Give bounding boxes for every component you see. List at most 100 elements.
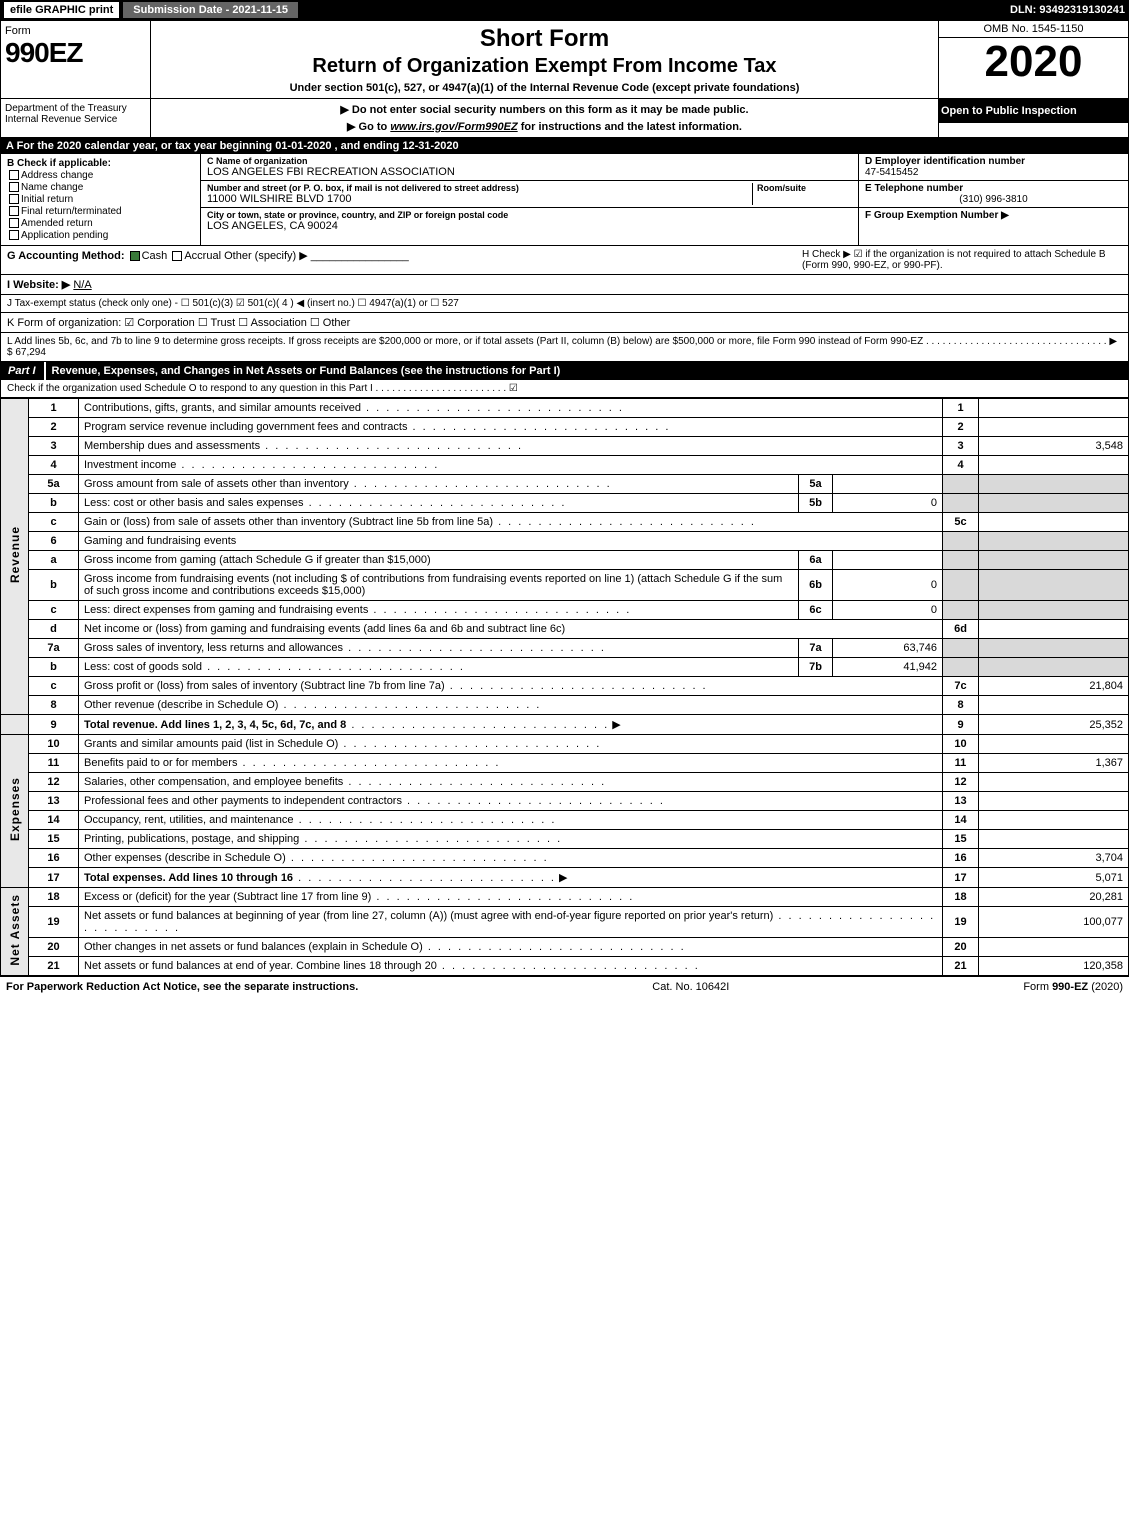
l4-text: Investment income [84,459,439,471]
opt-final: Final return/terminated [21,206,122,217]
check-final[interactable] [9,206,19,216]
l16-num: 16 [29,849,79,868]
l6c-shade1 [943,601,979,620]
l21-idx: 21 [943,957,979,976]
l7b-text: Less: cost of goods sold [84,661,465,673]
website: N/A [73,279,91,291]
i-label: I Website: ▶ [7,279,70,291]
l10-num: 10 [29,735,79,754]
box-b: B Check if applicable: Address change Na… [1,154,201,245]
l6b-num: b [29,570,79,601]
omb-number: OMB No. 1545-1150 [939,21,1128,38]
l20-idx: 20 [943,938,979,957]
l7c-amt: 21,804 [979,677,1129,696]
l14-num: 14 [29,811,79,830]
l5b-box: 5b [799,494,833,513]
l17-text: Total expenses. Add lines 10 through 16 [84,872,293,884]
c-name-label: C Name of organization [207,156,852,166]
street: 11000 WILSHIRE BLVD 1700 [207,193,752,205]
l5c-amt [979,513,1129,532]
l5a-shade1 [943,475,979,494]
l6-shade1 [943,532,979,551]
check-accrual[interactable] [172,251,182,261]
l1-text: Contributions, gifts, grants, and simila… [84,402,624,414]
phone-value: (310) 996-3810 [865,194,1122,205]
return-title: Return of Organization Exempt From Incom… [157,55,932,78]
l5c-text: Gain or (loss) from sale of assets other… [84,516,756,528]
l6-num: 6 [29,532,79,551]
l16-amt: 3,704 [979,849,1129,868]
part1-bar: Part I Revenue, Expenses, and Changes in… [0,362,1129,380]
l6c-boxamt: 0 [833,601,943,620]
l2-num: 2 [29,418,79,437]
part1-check: Check if the organization used Schedule … [0,380,1129,398]
l7b-shade2 [979,658,1129,677]
irs-link[interactable]: www.irs.gov/Form990EZ [390,121,517,133]
l18-num: 18 [29,888,79,907]
l11-amt: 1,367 [979,754,1129,773]
opt-amended: Amended return [21,218,93,229]
l2-amt [979,418,1129,437]
efile-print[interactable]: efile GRAPHIC print [4,2,119,18]
l7b-num: b [29,658,79,677]
dept-treasury: Department of the Treasury [5,103,146,114]
l5a-num: 5a [29,475,79,494]
l6b-boxamt: 0 [833,570,943,601]
g-accrual: Accrual [184,250,221,262]
l15-amt [979,830,1129,849]
short-form-title: Short Form [157,25,932,53]
l7a-boxamt: 63,746 [833,639,943,658]
vlabel-revenue: Revenue [1,399,29,715]
box-c: C Name of organization LOS ANGELES FBI R… [201,154,858,245]
box-h: H Check ▶ ☑ if the organization is not r… [802,249,1122,271]
l7a-text: Gross sales of inventory, less returns a… [84,642,606,654]
form-number: 990EZ [5,37,146,69]
l8-idx: 8 [943,696,979,715]
l3-amt: 3,548 [979,437,1129,456]
street-label: Number and street (or P. O. box, if mail… [207,183,752,193]
l18-idx: 18 [943,888,979,907]
opt-pending: Application pending [21,230,108,241]
l12-num: 12 [29,773,79,792]
l6c-text: Less: direct expenses from gaming and fu… [84,604,631,616]
part1-title: Revenue, Expenses, and Changes in Net As… [46,362,567,380]
check-address[interactable] [9,170,19,180]
l5b-boxamt: 0 [833,494,943,513]
l13-num: 13 [29,792,79,811]
meta-block: B Check if applicable: Address change Na… [0,154,1129,246]
check-name[interactable] [9,182,19,192]
l17-idx: 17 [943,868,979,888]
group-exempt-label: F Group Exemption Number ▶ [865,210,1122,221]
l9-idx: 9 [943,715,979,735]
check-initial[interactable] [9,194,19,204]
check-amended[interactable] [9,218,19,228]
l21-text: Net assets or fund balances at end of ye… [84,960,700,972]
l5a-shade2 [979,475,1129,494]
l16-text: Other expenses (describe in Schedule O) [84,852,549,864]
l18-text: Excess or (deficit) for the year (Subtra… [84,891,634,903]
l15-idx: 15 [943,830,979,849]
l12-text: Salaries, other compensation, and employ… [84,776,606,788]
header-row2: Department of the Treasury Internal Reve… [0,99,1129,138]
line-j: J Tax-exempt status (check only one) - ☐… [0,295,1129,313]
l4-num: 4 [29,456,79,475]
l11-text: Benefits paid to or for members [84,757,500,769]
l6d-text: Net income or (loss) from gaming and fun… [79,620,943,639]
l13-text: Professional fees and other payments to … [84,795,665,807]
l12-idx: 12 [943,773,979,792]
opt-name: Name change [21,182,83,193]
check-pending[interactable] [9,230,19,240]
l3-idx: 3 [943,437,979,456]
l8-num: 8 [29,696,79,715]
l6-shade2 [979,532,1129,551]
l7b-box: 7b [799,658,833,677]
l2-text: Program service revenue including govern… [84,421,670,433]
l21-num: 21 [29,957,79,976]
l7c-num: c [29,677,79,696]
check-cash[interactable] [130,251,140,261]
l6c-shade2 [979,601,1129,620]
irs-label: Internal Revenue Service [5,114,146,125]
l20-num: 20 [29,938,79,957]
vlabel-rev-end [1,715,29,735]
goto-pre: ▶ Go to [347,121,390,133]
